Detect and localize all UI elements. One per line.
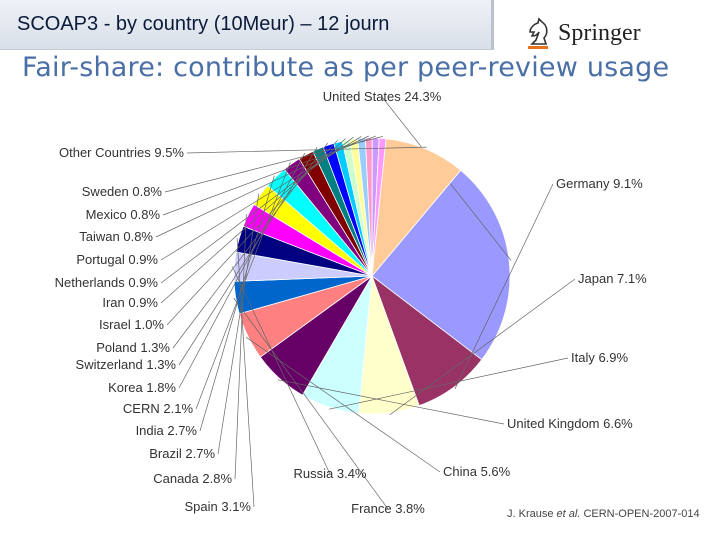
leader-line [178,152,306,389]
leader-line [277,379,505,425]
chess-knight-icon [528,17,548,49]
slice-label: India 2.7% [136,423,198,438]
slice-label: Brazil 2.7% [149,446,215,461]
slice-label: China 5.6% [443,464,511,479]
slice-label: Iran 0.9% [102,295,158,310]
leader-line [234,214,247,480]
slice-label: Canada 2.8% [153,471,232,486]
leader-line [236,238,255,508]
slide-title: SCOAP3 - by country (10Meur) – 12 journ [17,13,390,35]
leader-line [160,136,354,284]
source-citation: J. Krause et al. CERN-OPEN-2007-014 [507,508,700,520]
slice-label: Japan 7.1% [578,271,647,286]
slice-label: Russia 3.4% [294,466,367,481]
pie-slice-germany [371,274,483,407]
leader-line [231,266,331,475]
leader-line [155,135,369,238]
leader-line [195,162,291,410]
slice-label: United Kingdom 6.6% [507,416,633,431]
citation-ref: CERN-OPEN-2007-014 [583,508,700,520]
pie-slice-other-countries [371,138,462,278]
brand-name: Springer [558,20,641,46]
slice-label: United States 24.3% [323,89,442,104]
slice-label: Netherlands 0.9% [55,275,159,290]
slice-label: Other Countries 9.5% [59,145,184,160]
leader-line [233,297,389,510]
slice-label: Korea 1.8% [108,380,176,395]
leader-line [164,136,383,193]
slice-label: Portugal 0.9% [76,252,158,267]
slice-label: Poland 1.3% [96,340,170,355]
leader-line [217,193,260,455]
chart-subtitle: Fair-share: contribute as per peer-revie… [22,52,670,83]
leader-line [160,138,346,304]
leader-line [186,146,427,154]
leader-line [389,278,576,416]
slice-label: CERN 2.1% [123,401,194,416]
slice-label: Switzerland 1.3% [76,357,177,372]
slice-label: Italy 6.9% [571,350,629,365]
springer-logo: Springer [522,14,652,54]
slice-label: Israel 1.0% [99,317,164,332]
citation-etal: et al. [556,508,581,520]
slice-label: Sweden 0.8% [82,184,163,199]
slice-label: Germany 9.1% [556,176,643,191]
citation-authors: J. Krause [507,508,554,520]
slice-label: France 3.8% [351,501,425,516]
leader-line [178,147,318,366]
slice-label: Spain 3.1% [185,499,252,514]
leader-line [328,357,569,410]
leader-line [199,175,275,432]
leader-line [160,136,362,261]
slice-label: Mexico 0.8% [86,207,161,222]
title-bar: SCOAP3 - by country (10Meur) – 12 journ [0,0,494,50]
slice-label: Taiwan 0.8% [79,229,153,244]
pie-slice-united-states [371,169,511,361]
